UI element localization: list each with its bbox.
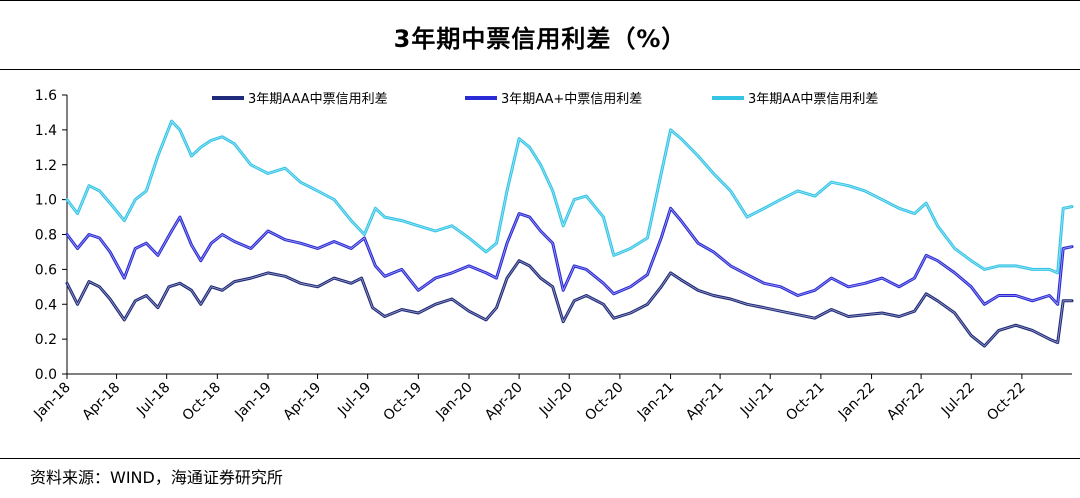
x-tick-label: Jan-18 — [30, 380, 73, 423]
x-tick-label: Oct-21 — [783, 380, 828, 425]
x-tick-label: Oct-19 — [381, 380, 426, 425]
series-line — [65, 119, 1074, 275]
series-line-highlight — [66, 207, 1073, 305]
x-tick-label: Jan-22 — [835, 380, 878, 423]
legend-label: 3年期AA中票信用利差 — [748, 92, 878, 107]
x-tick-label: Jul-19 — [334, 380, 374, 420]
x-tick-label: Jan-21 — [634, 380, 677, 423]
y-tick-label: 1.2 — [35, 158, 57, 174]
y-tick-label: 1.6 — [35, 88, 57, 104]
y-tick-label: 0.2 — [35, 332, 57, 348]
x-tick-label: Jul-21 — [737, 380, 777, 420]
x-tick-label: Jan-19 — [231, 380, 274, 423]
y-tick-label: 0.6 — [35, 262, 57, 278]
x-tick-label: Apr-20 — [482, 380, 526, 424]
x-tick-label: Oct-18 — [180, 380, 225, 425]
x-tick-label: Apr-18 — [79, 380, 123, 424]
x-tick-label: Oct-20 — [582, 380, 627, 425]
chart-title: 3年期中票信用利差（%） — [393, 25, 687, 53]
series-line-highlight — [66, 260, 1072, 347]
x-tick-label: Jan-20 — [432, 380, 475, 423]
legend: 3年期AAA中票信用利差 3年期AA+中票信用利差 3年期AA中票信用利差 — [212, 92, 878, 107]
x-tick-label: Jul-20 — [536, 380, 576, 420]
series-lines — [65, 119, 1074, 348]
x-tick-label: Apr-21 — [683, 380, 727, 424]
title-bar: 3年期中票信用利差（%） — [0, 0, 1080, 70]
x-tick-label: Jul-18 — [133, 380, 173, 420]
legend-label: 3年期AA+中票信用利差 — [501, 92, 642, 107]
x-tick-label: Apr-22 — [884, 380, 928, 424]
x-tick-label: Apr-19 — [280, 380, 324, 424]
series-line-highlight — [66, 120, 1073, 274]
y-tick-label: 0.0 — [35, 367, 57, 383]
y-tick-label: 0.8 — [35, 228, 57, 244]
y-axis-ticks: 0.0 0.2 0.4 0.6 0.8 1.0 1.2 1.4 1.6 — [35, 88, 67, 383]
legend-label: 3年期AAA中票信用利差 — [248, 92, 388, 107]
x-axis-ticks: Jan-18 Apr-18 Jul-18 Oct-18 Jan-19 Apr-19 Jul-… — [30, 374, 1029, 425]
y-tick-label: 1.0 — [35, 193, 57, 209]
y-tick-label: 0.4 — [35, 297, 57, 313]
footer-rule — [0, 458, 1080, 459]
line-chart: 0.0 0.2 0.4 0.6 0.8 1.0 1.2 1.4 1.6 Jan-18 Apr-18… — [30, 88, 1074, 425]
y-tick-label: 1.4 — [35, 123, 57, 139]
source-note: 资料来源：WIND，海通证券研究所 — [30, 468, 283, 487]
x-tick-label: Oct-22 — [984, 380, 1029, 425]
x-tick-label: Jul-22 — [938, 380, 978, 420]
